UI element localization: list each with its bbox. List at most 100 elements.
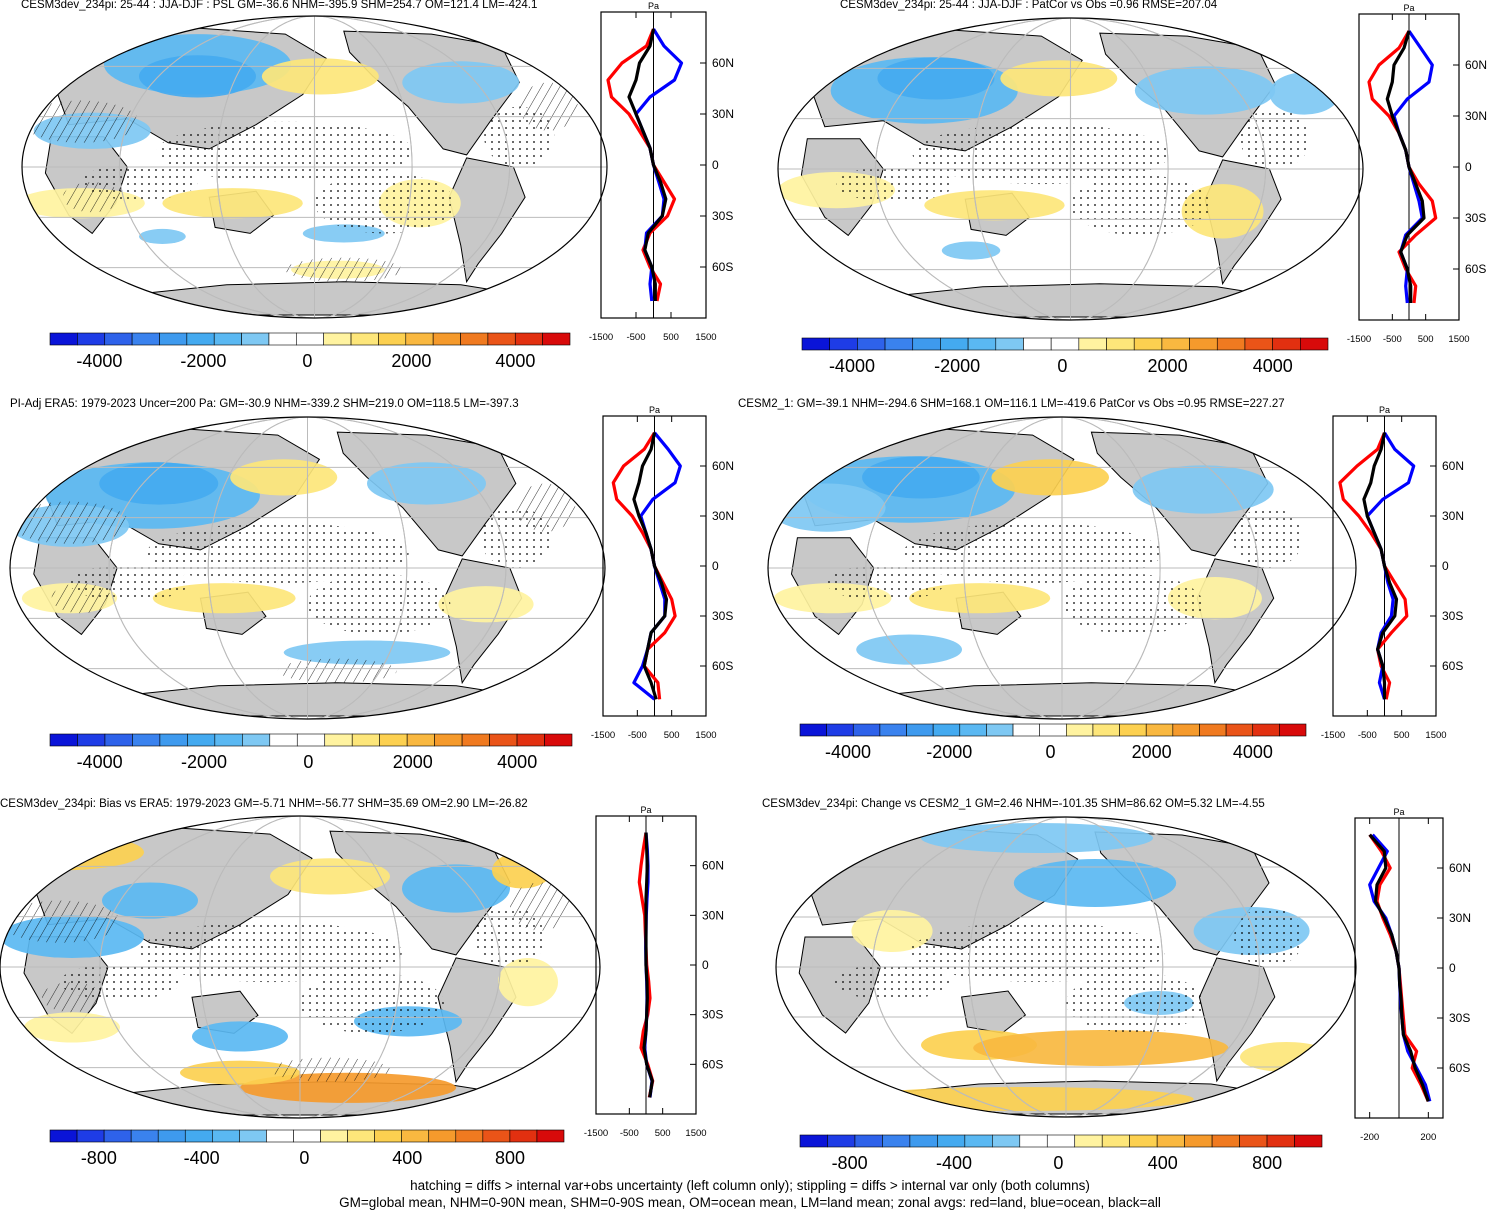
- colorbar-bin: [1047, 1135, 1074, 1147]
- colorbar-bin: [1020, 1135, 1047, 1147]
- stippling: [315, 173, 455, 233]
- hatching: [285, 258, 402, 282]
- colorbar-bin: [857, 338, 885, 350]
- footer-line-2: GM=global mean, NHM=0-90N mean, SHM=0-90…: [0, 1195, 1500, 1210]
- hatching: [510, 882, 570, 930]
- colorbar-tick-label: 4000: [1253, 356, 1293, 376]
- zonal-unit-label: Pa: [648, 1, 659, 11]
- colorbar-bin: [1267, 1135, 1294, 1147]
- colorbar-bin: [351, 333, 378, 345]
- colorbar-bin: [429, 1130, 456, 1142]
- colorbar-bin: [435, 734, 462, 746]
- colorbar-bin: [855, 1135, 882, 1147]
- land-greenland: [1285, 435, 1326, 465]
- stippling: [837, 166, 954, 202]
- lat-tick-label: 60S: [1442, 659, 1463, 673]
- anomaly-region: [856, 634, 962, 664]
- colorbar-bin: [1066, 724, 1093, 736]
- colorbar-bin: [1185, 1135, 1212, 1147]
- zonal-series-land: [1369, 31, 1436, 303]
- hatching: [42, 982, 102, 1012]
- colorbar-bin: [1040, 724, 1067, 736]
- colorbar-bin: [488, 333, 515, 345]
- panel-6: CESM3dev_234pi: Change vs CESM2_1 GM=2.4…: [750, 798, 1500, 1178]
- hatching: [516, 483, 576, 531]
- hatching: [278, 659, 397, 683]
- colorbar-bin: [937, 1135, 964, 1147]
- stippling: [157, 122, 414, 182]
- stippling: [909, 922, 1164, 982]
- stippling: [1062, 574, 1203, 634]
- colorbar-bin: [50, 333, 77, 345]
- lat-tick-label: 30N: [1442, 509, 1464, 523]
- colorbar-bin: [996, 338, 1024, 350]
- colorbar-bin: [266, 1130, 293, 1142]
- anomaly-region: [1133, 465, 1274, 513]
- colorbar-bin: [1023, 338, 1051, 350]
- panel-title: PI-Adj ERA5: 1979-2023 Uncer=200 Pa: GM=…: [10, 398, 519, 410]
- lat-tick-label: 0: [702, 958, 709, 972]
- colorbar-bin: [1226, 724, 1253, 736]
- colorbar-bin: [105, 333, 132, 345]
- colorbar-tick-label: 0: [299, 1148, 309, 1168]
- colorbar-bin: [105, 734, 132, 746]
- colorbar-tick-label: -4000: [77, 752, 123, 772]
- zonal-series-land: [608, 29, 675, 301]
- colorbar-bin: [325, 734, 352, 746]
- colorbar-bin: [537, 1130, 564, 1142]
- colorbar-bin: [380, 734, 407, 746]
- colorbar-tick-label: 0: [302, 351, 312, 371]
- colorbar-bin: [214, 333, 241, 345]
- colorbar-bin: [515, 333, 542, 345]
- colorbar-tick-label: 800: [1252, 1153, 1282, 1173]
- anomaly-region: [973, 1030, 1228, 1066]
- colorbar-bin: [1120, 724, 1147, 736]
- x-tick-label: -500: [628, 730, 647, 741]
- x-tick-label: 500: [655, 1128, 671, 1139]
- lat-tick-label: 30S: [712, 209, 733, 223]
- zonal-series-ocean: [1394, 31, 1432, 303]
- panel-title: CESM3dev_234pi: 25-44 : JJA-DJF : PSL GM…: [21, 0, 537, 11]
- colorbar-bin: [456, 1130, 483, 1142]
- lat-tick-label: 30S: [1449, 1011, 1470, 1025]
- colorbar-bin: [913, 338, 941, 350]
- x-tick-label: 200: [1420, 1132, 1436, 1143]
- x-tick-label: 1500: [695, 332, 716, 343]
- colorbar-bin: [185, 1130, 212, 1142]
- colorbar-bin: [375, 1130, 402, 1142]
- lat-tick-label: 30S: [1465, 211, 1486, 225]
- colorbar-bin: [1079, 338, 1107, 350]
- hatching: [519, 82, 578, 130]
- colorbar-bin: [378, 333, 405, 345]
- anomaly-region: [991, 459, 1109, 495]
- colorbar-bin: [907, 724, 934, 736]
- zonal-unit-label: Pa: [1403, 3, 1414, 13]
- colorbar-bin: [910, 1135, 937, 1147]
- lat-tick-label: 60S: [1465, 262, 1486, 276]
- colorbar-bin: [269, 333, 296, 345]
- colorbar-bin: [1134, 338, 1162, 350]
- hatching: [63, 182, 122, 212]
- colorbar-bin: [132, 333, 159, 345]
- colorbar-bin: [1157, 1135, 1184, 1147]
- colorbar-bin: [1199, 724, 1226, 736]
- stippling: [1234, 907, 1304, 967]
- anomaly-region: [139, 55, 256, 97]
- map-area: [0, 816, 600, 1118]
- lat-tick-label: 30N: [1465, 109, 1487, 123]
- colorbar-bin: [158, 1130, 185, 1142]
- panel-title: CESM3dev_234pi: Bias vs ERA5: 1979-2023 …: [0, 798, 528, 810]
- x-tick-label: 1500: [695, 730, 716, 741]
- land-greenland: [1286, 835, 1327, 865]
- colorbar-bin: [293, 1130, 320, 1142]
- colorbar-bin: [1162, 338, 1190, 350]
- zonal-unit-label: Pa: [640, 805, 651, 815]
- lat-tick-label: 30S: [1442, 609, 1463, 623]
- zonal-series-all: [634, 433, 667, 700]
- colorbar-bin: [827, 1135, 854, 1147]
